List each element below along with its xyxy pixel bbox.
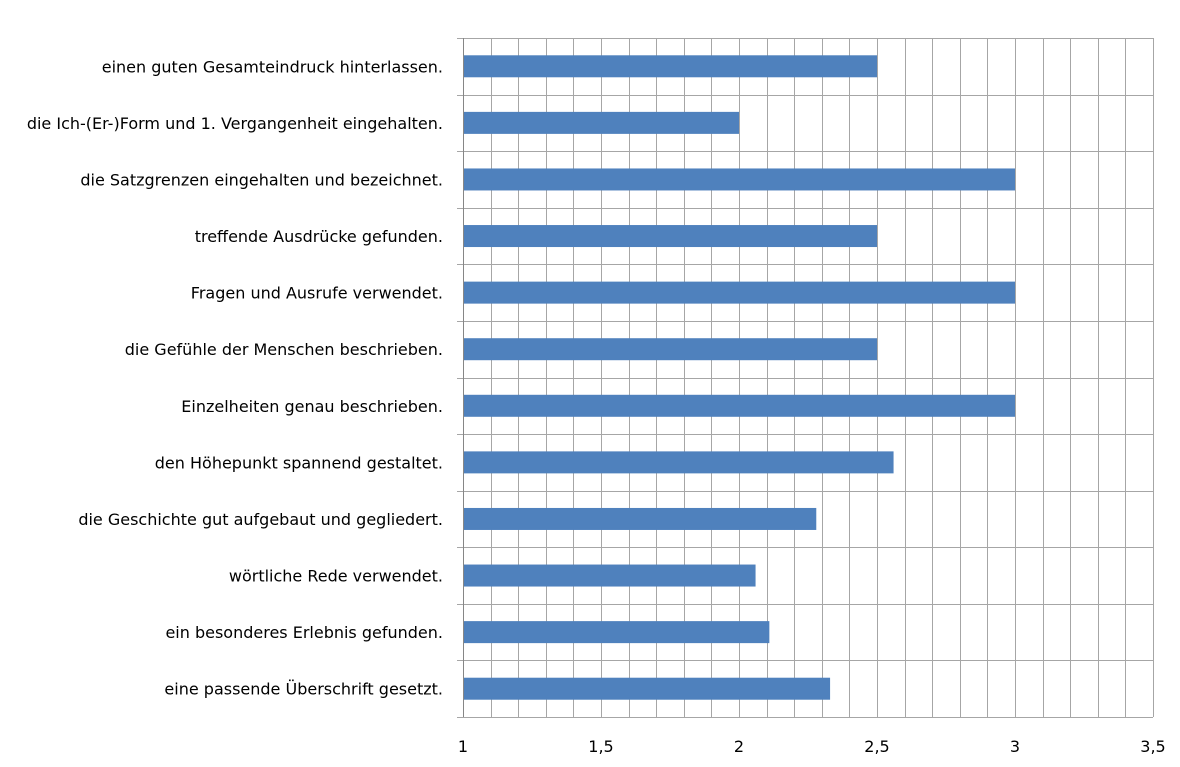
bar	[464, 507, 817, 530]
x-tick-label: 1,5	[588, 737, 613, 756]
category-label: die Geschichte gut aufgebaut und geglied…	[78, 510, 443, 529]
bar	[464, 168, 1015, 191]
bar	[464, 677, 831, 700]
category-labels: einen guten Gesamteindruck hinterlassen.…	[27, 57, 443, 698]
bar	[464, 281, 1015, 304]
category-label: die Satzgrenzen eingehalten und bezeichn…	[80, 170, 443, 189]
bar	[464, 225, 877, 248]
category-label: einen guten Gesamteindruck hinterlassen.	[102, 57, 443, 76]
bar	[464, 394, 1015, 417]
bar	[464, 621, 770, 644]
category-label: Einzelheiten genau beschrieben.	[181, 397, 443, 416]
category-label: treffende Ausdrücke gefunden.	[195, 227, 443, 246]
x-tick-label: 3	[1010, 737, 1020, 756]
category-label: die Ich-(Er-)Form und 1. Vergangenheit e…	[27, 114, 443, 133]
bar	[464, 564, 756, 587]
category-label: Fragen und Ausrufe verwendet.	[191, 284, 443, 303]
bar	[464, 55, 877, 78]
x-tick-label: 2	[734, 737, 744, 756]
minor-gridlines	[457, 38, 1153, 718]
x-tick-label: 1	[458, 737, 468, 756]
category-label: eine passende Überschrift gesetzt.	[164, 680, 443, 699]
bar	[464, 338, 877, 361]
category-label: die Gefühle der Menschen beschrieben.	[125, 340, 443, 359]
bar-series	[464, 55, 1015, 700]
x-tick-label: 3,5	[1140, 737, 1165, 756]
category-label: wörtliche Rede verwendet.	[229, 567, 443, 586]
category-label: ein besonderes Erlebnis gefunden.	[165, 623, 443, 642]
x-tick-label: 2,5	[864, 737, 889, 756]
bar	[464, 451, 894, 474]
major-gridlines	[601, 38, 1154, 717]
category-label: den Höhepunkt spannend gestaltet.	[155, 453, 443, 472]
x-tick-labels: 1 1,5 2 2,5 3 3,5	[458, 737, 1166, 756]
bar	[464, 111, 739, 134]
